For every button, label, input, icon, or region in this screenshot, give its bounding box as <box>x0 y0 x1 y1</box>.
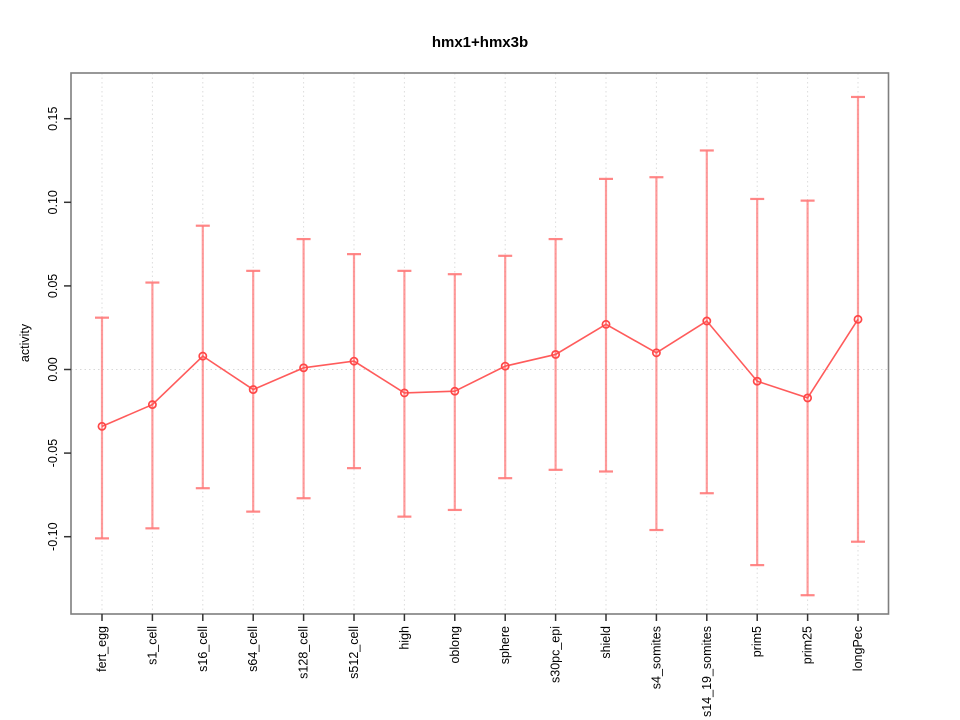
x-tick-label: s4_somites <box>649 626 663 689</box>
data-point <box>551 350 561 359</box>
x-tick-label: shield <box>599 626 613 659</box>
data-point <box>299 363 309 373</box>
x-tick-label: s128_cell <box>297 626 311 679</box>
data-point <box>803 393 813 403</box>
chart-title: hmx1+hmx3b <box>431 34 529 51</box>
x-tick-label: sphere <box>498 626 512 664</box>
x-tick-label: prim5 <box>750 626 764 657</box>
x-tick-label: oblong <box>448 626 462 664</box>
data-point <box>601 319 611 329</box>
x-tick-label: longPec <box>851 626 865 671</box>
data-point <box>752 376 762 386</box>
x-tick-label: s14_19_somites <box>700 626 714 717</box>
x-tick-label: high <box>397 626 411 650</box>
x-tick-label: prim25 <box>801 626 815 664</box>
data-point <box>399 388 409 398</box>
data-point <box>349 356 359 366</box>
data-point <box>702 316 712 326</box>
y-tick-label: -0.05 <box>46 439 60 468</box>
x-tick-label: s16_cell <box>196 626 210 672</box>
series-line <box>101 318 859 428</box>
x-tick-label: s64_cell <box>246 626 260 672</box>
y-tick-label: -0.10 <box>46 522 60 551</box>
x-tick-label: s30pc_epi <box>549 626 563 683</box>
data-point <box>198 351 208 361</box>
data-point <box>248 385 258 395</box>
data-point <box>147 400 157 410</box>
data-point <box>651 348 661 358</box>
x-tick-label: s1_cell <box>145 626 159 665</box>
data-point <box>450 386 460 396</box>
y-tick-label: 0.00 <box>46 357 60 381</box>
plot-border <box>70 72 890 615</box>
data-point <box>500 361 510 371</box>
x-tick-label: fert_egg <box>95 626 109 672</box>
y-tick-label: 0.15 <box>46 106 60 130</box>
data-point <box>97 421 107 431</box>
y-tick-label: 0.05 <box>46 274 60 298</box>
data-point <box>853 314 863 324</box>
y-tick-label: 0.10 <box>46 190 60 214</box>
x-tick-label: s512_cell <box>347 626 361 679</box>
